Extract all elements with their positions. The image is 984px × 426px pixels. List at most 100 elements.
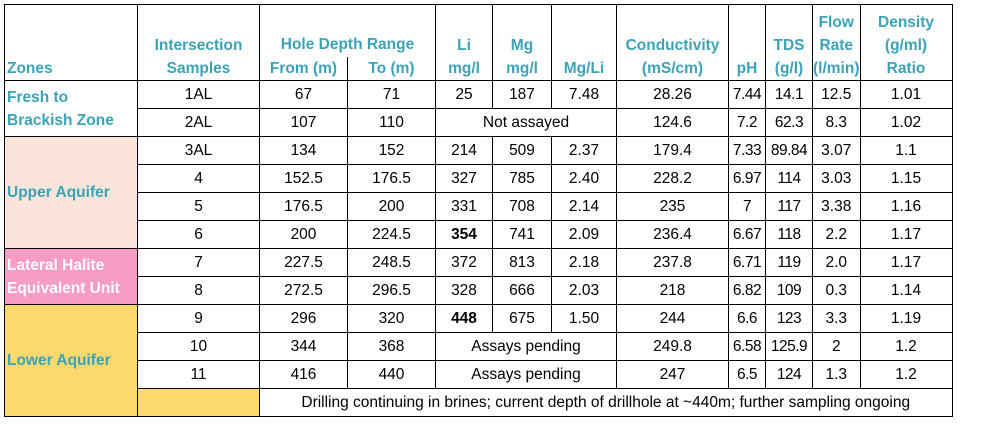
cell-from: 176.5 xyxy=(259,192,348,221)
cell-tds: 109 xyxy=(765,276,813,305)
cell-from: 272.5 xyxy=(259,276,348,305)
header-tds: TDS (g/l) xyxy=(765,4,813,81)
table-row: 11 416 440 Assays pending 247 6.5 124 1.… xyxy=(5,360,953,389)
cell-conductivity: 247 xyxy=(616,360,729,389)
cell-conductivity: 228.2 xyxy=(616,164,729,193)
cell-mg-li: 1.50 xyxy=(551,304,617,333)
table-row: 10 344 368 Assays pending 249.8 6.58 125… xyxy=(5,332,953,361)
header-ph: pH xyxy=(728,4,766,81)
cell-sample: 2AL xyxy=(137,108,260,137)
cell-tds: 125.9 xyxy=(765,332,813,361)
cell-from: 67 xyxy=(259,80,348,109)
cell-conductivity: 236.4 xyxy=(616,220,729,249)
cell-density: 1.15 xyxy=(859,164,953,193)
table-footer-row: Drilling continuing in brines; current d… xyxy=(5,388,953,417)
drilling-results-table: Zones Intersection Samples Hole Depth Ran… xyxy=(4,4,953,417)
cell-tds: 118 xyxy=(765,220,813,249)
cell-mg: 675 xyxy=(492,304,552,333)
header-mg: Mg mg/l xyxy=(492,4,552,81)
header-zones: Zones xyxy=(4,4,138,81)
cell-sample: 7 xyxy=(137,248,260,277)
cell-mg: 741 xyxy=(492,220,552,249)
cell-to: 110 xyxy=(347,108,436,137)
cell-density: 1.01 xyxy=(859,80,953,109)
cell-ph: 6.5 xyxy=(728,360,766,389)
cell-mg-li: 7.48 xyxy=(551,80,617,109)
cell-sample: 5 xyxy=(137,192,260,221)
header-density: Density (g/ml) Ratio xyxy=(859,4,953,81)
cell-sample: 4 xyxy=(137,164,260,193)
cell-from: 227.5 xyxy=(259,248,348,277)
cell-conductivity: 218 xyxy=(616,276,729,305)
cell-li: 331 xyxy=(435,192,493,221)
cell-density: 1.02 xyxy=(859,108,953,137)
header-conductivity: Conductivity (mS/cm) xyxy=(616,4,729,81)
cell-density: 1.14 xyxy=(859,276,953,305)
cell-flow-rate: 1.3 xyxy=(812,360,861,389)
cell-mg: 666 xyxy=(492,276,552,305)
cell-sample: 6 xyxy=(137,220,260,249)
table-row: Lateral Halite Equivalent Unit 7 227.5 2… xyxy=(4,248,953,305)
table-row: Upper Aquifer 3AL 134 152 214 509 2.37 1… xyxy=(4,136,953,249)
cell-ph: 7.33 xyxy=(728,136,766,165)
cell-to: 71 xyxy=(347,80,436,109)
cell-ph: 6.67 xyxy=(728,220,766,249)
cell-ph: 6.97 xyxy=(728,164,766,193)
cell-li: 328 xyxy=(435,276,493,305)
cell-from: 416 xyxy=(259,360,348,389)
cell-tds: 89.84 xyxy=(765,136,813,165)
cell-mg: 187 xyxy=(492,80,552,109)
cell-assay-note: Not assayed xyxy=(435,108,617,137)
cell-to: 176.5 xyxy=(347,164,436,193)
cell-mg: 785 xyxy=(492,164,552,193)
cell-flow-rate: 12.5 xyxy=(812,80,861,109)
cell-flow-rate: 0.3 xyxy=(812,276,861,305)
cell-ph: 7.2 xyxy=(728,108,766,137)
table-row: 4 152.5 176.5 327 785 2.40 228.2 6.97 11… xyxy=(5,164,953,193)
cell-from: 134 xyxy=(259,136,348,165)
cell-conductivity: 249.8 xyxy=(616,332,729,361)
cell-li: 354 xyxy=(435,220,493,249)
cell-mg-li: 2.14 xyxy=(551,192,617,221)
cell-flow-rate: 3.38 xyxy=(812,192,861,221)
cell-sample: 10 xyxy=(137,332,260,361)
zone-fresh-to-brackish: Fresh to Brackish Zone xyxy=(4,80,138,137)
cell-tds: 62.3 xyxy=(765,108,813,137)
footer-spacer xyxy=(137,388,260,417)
cell-conductivity: 28.26 xyxy=(616,80,729,109)
cell-density: 1.19 xyxy=(859,304,953,333)
cell-tds: 124 xyxy=(765,360,813,389)
cell-density: 1.2 xyxy=(859,332,953,361)
cell-li: 327 xyxy=(435,164,493,193)
cell-from: 200 xyxy=(259,220,348,249)
cell-density: 1.1 xyxy=(859,136,953,165)
header-intersection-samples: Intersection Samples xyxy=(137,4,260,81)
zone-lateral-halite: Lateral Halite Equivalent Unit xyxy=(4,248,138,305)
cell-sample: 1AL xyxy=(137,80,260,109)
cell-to: 320 xyxy=(347,304,436,333)
cell-mg-li: 2.09 xyxy=(551,220,617,249)
cell-tds: 14.1 xyxy=(765,80,813,109)
table-row: 2AL 107 110 Not assayed 124.6 7.2 62.3 8… xyxy=(5,108,953,137)
cell-mg: 813 xyxy=(492,248,552,277)
cell-conductivity: 244 xyxy=(616,304,729,333)
cell-from: 152.5 xyxy=(259,164,348,193)
cell-mg-li: 2.18 xyxy=(551,248,617,277)
cell-ph: 7 xyxy=(728,192,766,221)
cell-density: 1.2 xyxy=(859,360,953,389)
cell-conductivity: 124.6 xyxy=(616,108,729,137)
cell-flow-rate: 3.07 xyxy=(812,136,861,165)
cell-assay-note: Assays pending xyxy=(435,332,617,361)
header-li: Li mg/l xyxy=(435,4,493,81)
cell-to: 200 xyxy=(347,192,436,221)
cell-to: 224.5 xyxy=(347,220,436,249)
cell-mg-li: 2.03 xyxy=(551,276,617,305)
cell-from: 296 xyxy=(259,304,348,333)
cell-flow-rate: 2.2 xyxy=(812,220,861,249)
cell-sample: 11 xyxy=(137,360,260,389)
cell-to: 152 xyxy=(347,136,436,165)
table-row: Fresh to Brackish Zone 1AL 67 71 25 187 … xyxy=(4,80,953,137)
cell-density: 1.17 xyxy=(859,220,953,249)
cell-li: 448 xyxy=(435,304,493,333)
cell-ph: 6.82 xyxy=(728,276,766,305)
